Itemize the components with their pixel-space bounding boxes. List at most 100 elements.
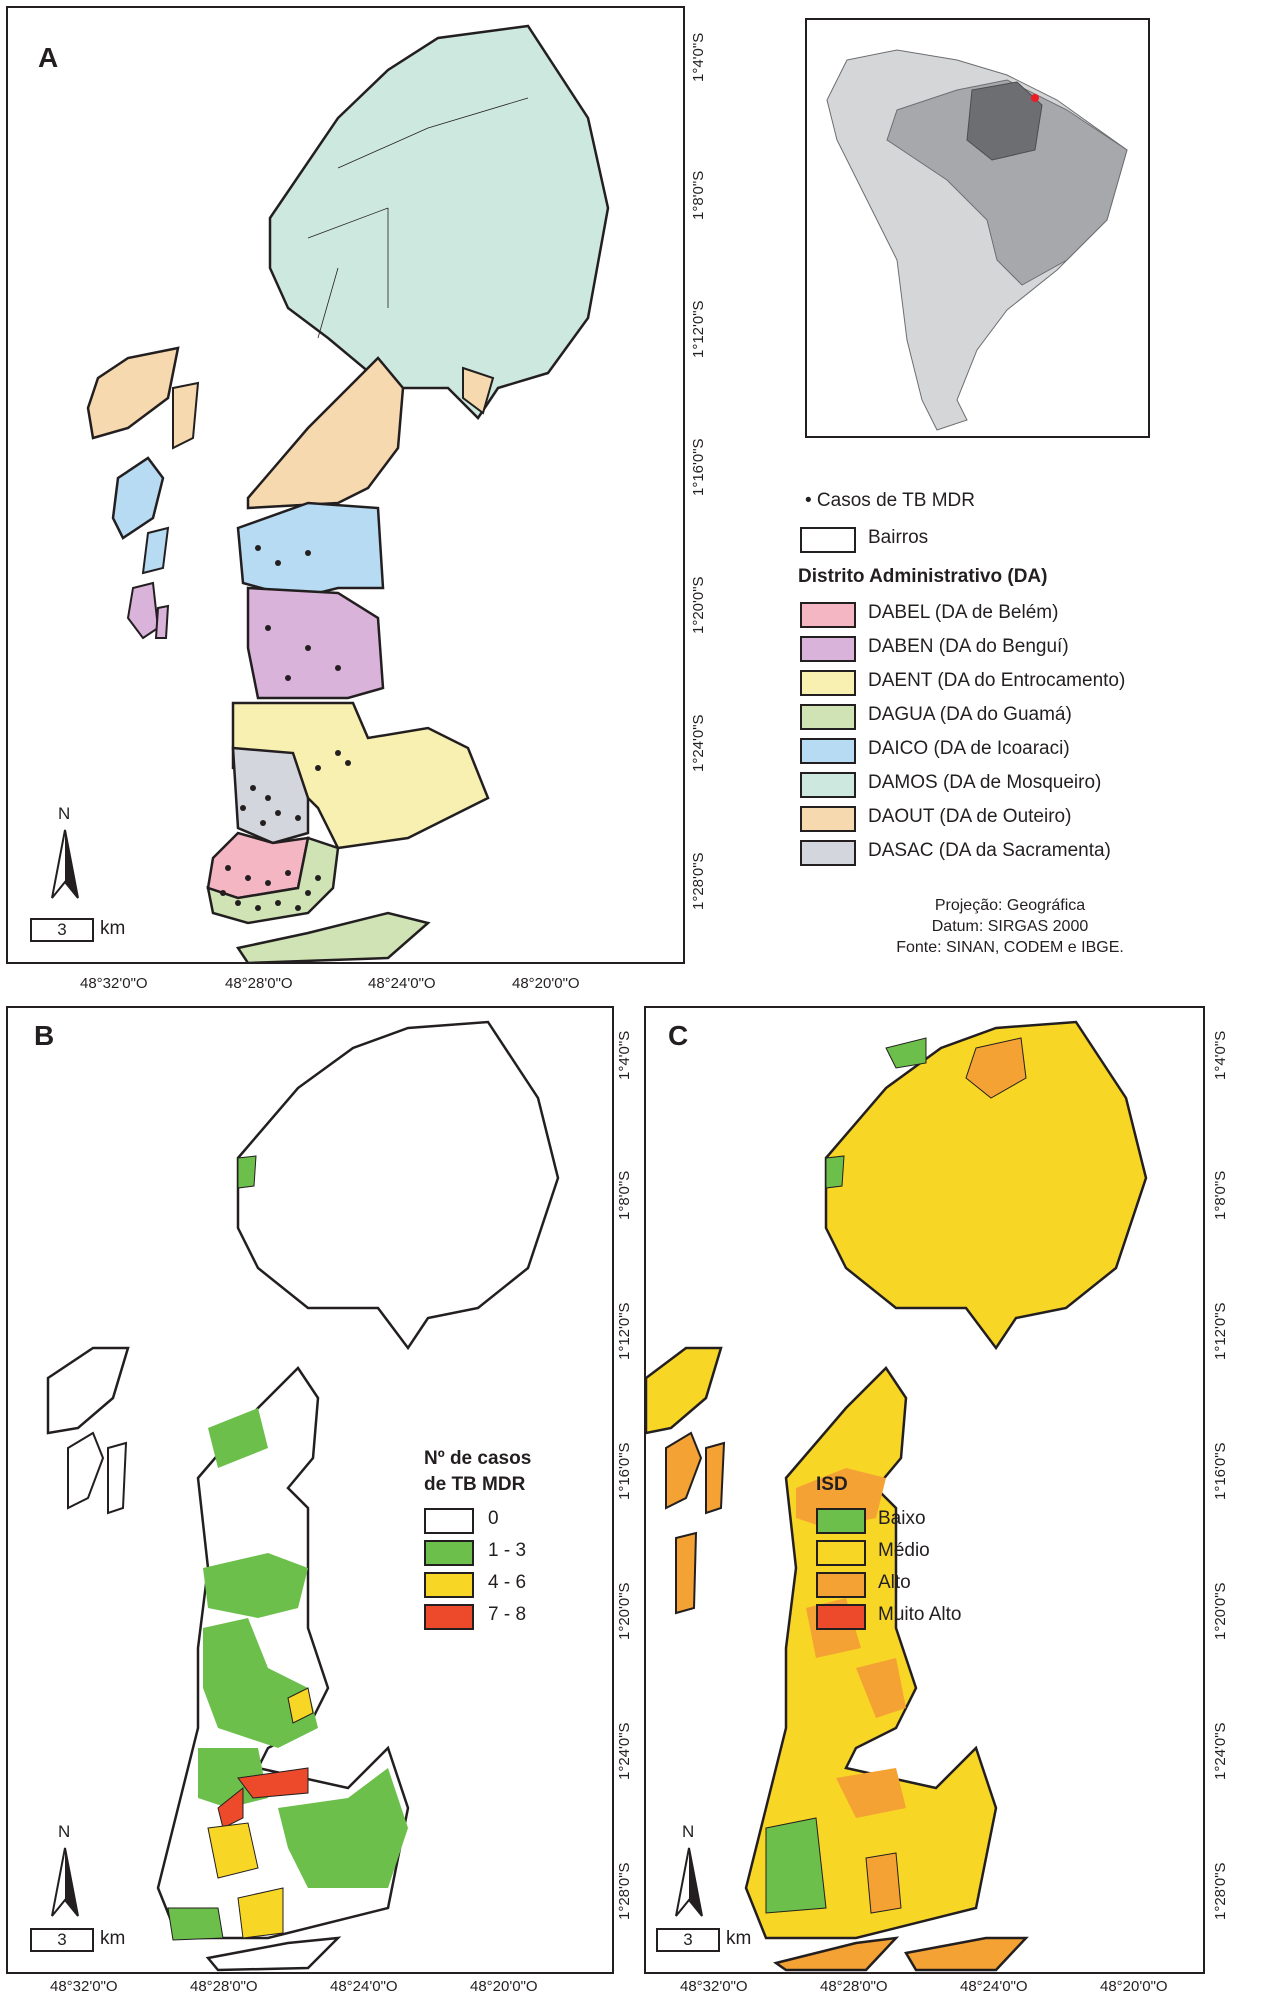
lon-label-c-4: 48°20'0"O xyxy=(1100,1978,1168,1995)
north-arrow-icon xyxy=(51,829,79,899)
legend-swatch-daent xyxy=(800,670,856,696)
lat-label-b-5: 1°20'0"S xyxy=(616,1582,633,1640)
benguí-west-island xyxy=(126,581,160,640)
inset-map xyxy=(805,18,1150,438)
north-arrow-icon-c xyxy=(675,1847,703,1917)
lon-label-c-2: 48°28'0"O xyxy=(820,1978,888,1995)
lon-label-a-4: 48°20'0"O xyxy=(512,975,580,992)
legend-label-dabel: DABEL (DA de Belém) xyxy=(868,602,1059,623)
north-arrow-icon-b xyxy=(51,1847,79,1917)
yellow-area-3 xyxy=(237,1887,284,1939)
green-area-5 xyxy=(278,1768,408,1888)
legend-swatch-damos xyxy=(800,772,856,798)
island-b3 xyxy=(107,1441,128,1515)
lat-label-c-1: 1°4'0"S xyxy=(1212,1030,1229,1080)
source-datum: Datum: SIRGAS 2000 xyxy=(931,918,1089,935)
lat-label-b-2: 1°8'0"S xyxy=(616,1170,633,1220)
source-block: Projeção: Geográfica Datum: SIRGAS 2000 … xyxy=(880,895,1140,958)
legend-bairros-swatch xyxy=(800,527,856,553)
lat-label-c-5: 1°20'0"S xyxy=(1212,1582,1229,1640)
north-label-b: N xyxy=(58,1822,71,1841)
lat-label-a-3: 1°12'0"S xyxy=(690,300,707,358)
island-c3 xyxy=(705,1441,726,1515)
green-area-1 xyxy=(208,1408,268,1468)
source-fonte: Fonte: SINAN, CODEM e IBGE. xyxy=(896,939,1124,956)
lat-label-a-1: 1°4'0"S xyxy=(690,32,707,82)
north-label: N xyxy=(58,804,71,823)
legend-b-label-2: 4 - 6 xyxy=(488,1572,527,1593)
legend-swatch-daben xyxy=(800,636,856,662)
legend-swatch-dagua xyxy=(800,704,856,730)
scale-bar: 3 xyxy=(30,918,94,942)
lon-label-b-2: 48°28'0"O xyxy=(190,1978,258,1995)
panel-b-map-svg xyxy=(46,1020,560,1972)
island-c2 xyxy=(665,1431,703,1510)
guama-south-island xyxy=(235,911,431,962)
scale-unit-c: km xyxy=(726,1928,752,1949)
legend-b-label-3: 7 - 8 xyxy=(488,1604,527,1625)
legend-label-dasac: DASAC (DA da Sacramenta) xyxy=(868,840,1111,861)
legend-c-label-0: Baixo xyxy=(878,1508,926,1529)
yellow-area-1 xyxy=(287,1687,314,1724)
lat-label-a-5: 1°20'0"S xyxy=(690,576,707,634)
benguí-west-small xyxy=(154,604,170,639)
red-area-1 xyxy=(237,1767,309,1799)
mosqueiro-south-outeiro xyxy=(462,366,495,415)
mosqueiro-island-b xyxy=(236,1020,560,1351)
legend-c-label-3: Muito Alto xyxy=(878,1604,962,1625)
lon-label-c-1: 48°32'0"O xyxy=(680,1978,748,1995)
lat-label-b-3: 1°12'0"S xyxy=(616,1302,633,1360)
outeiro-c xyxy=(646,1346,723,1435)
island-b2 xyxy=(67,1431,105,1510)
mosqueiro-island xyxy=(268,24,610,420)
legend-c-swatch-1 xyxy=(816,1540,866,1566)
panel-b-map: B Nº de casos de TB MDR 0 1 - 3 4 - 6 7 … xyxy=(6,1006,614,1974)
lon-label-a-2: 48°28'0"O xyxy=(225,975,293,992)
yellow-area-2 xyxy=(207,1822,259,1879)
sacramenta-district xyxy=(231,746,310,845)
icoaraci-west-island xyxy=(111,456,165,540)
outeiro-small-island xyxy=(172,381,200,450)
case-dots xyxy=(220,545,351,911)
legend-c-swatch-0 xyxy=(816,1508,866,1534)
legend-b-swatch-2 xyxy=(424,1572,474,1598)
legend-label-daben: DABEN (DA do Benguí) xyxy=(868,636,1069,657)
island-c4 xyxy=(675,1531,698,1615)
south-island-c2 xyxy=(904,1936,1029,1972)
legend-c-swatch-3 xyxy=(816,1604,866,1630)
legend-swatch-dasac xyxy=(800,840,856,866)
lon-label-a-1: 48°32'0"O xyxy=(80,975,148,992)
legend-label-dagua: DAGUA (DA do Guamá) xyxy=(868,704,1072,725)
lat-label-a-2: 1°8'0"S xyxy=(690,170,707,220)
lat-label-a-6: 1°24'0"S xyxy=(690,714,707,772)
lon-label-b-1: 48°32'0"O xyxy=(50,1978,118,1995)
outeiro-west-island xyxy=(86,346,180,440)
lat-label-c-2: 1°8'0"S xyxy=(1212,1170,1229,1220)
scale-bar-c: 3 xyxy=(656,1928,720,1952)
scale-unit-b: km xyxy=(100,1928,126,1949)
legend-label-damos: DAMOS (DA de Mosqueiro) xyxy=(868,772,1102,793)
legend-c-label-1: Médio xyxy=(878,1540,930,1561)
legend-cases: • Casos de TB MDR xyxy=(805,490,975,511)
lat-label-c-7: 1°28'0"S xyxy=(1212,1862,1229,1920)
legend-swatch-dabel xyxy=(800,602,856,628)
legend-b-swatch-3 xyxy=(424,1604,474,1630)
legend-swatch-daout xyxy=(800,806,856,832)
lat-label-b-4: 1°16'0"S xyxy=(616,1442,633,1500)
icoaraci-district xyxy=(236,501,385,600)
scale-unit: km xyxy=(100,918,126,939)
legend-swatch-daico xyxy=(800,738,856,764)
panel-a-map: A 1°4'0"S 1°8'0"S 1°12'0"S N 3 km xyxy=(6,6,685,964)
panel-c-map: C ISD Baixo Médio Alto Muito Alto N 3 km xyxy=(644,1006,1205,1974)
green-area-2 xyxy=(203,1553,308,1618)
lat-label-c-4: 1°16'0"S xyxy=(1212,1442,1229,1500)
green-area-3 xyxy=(203,1618,318,1748)
belem-marker xyxy=(1031,94,1039,102)
panel-a-map-svg xyxy=(86,24,610,962)
lat-label-c-6: 1°24'0"S xyxy=(1212,1722,1229,1780)
lon-label-a-3: 48°24'0"O xyxy=(368,975,436,992)
lon-label-b-3: 48°24'0"O xyxy=(330,1978,398,1995)
north-label-c: N xyxy=(682,1822,695,1841)
legend-b-title-2: de TB MDR xyxy=(424,1474,526,1495)
panel-letter-c: C xyxy=(668,1020,689,1051)
